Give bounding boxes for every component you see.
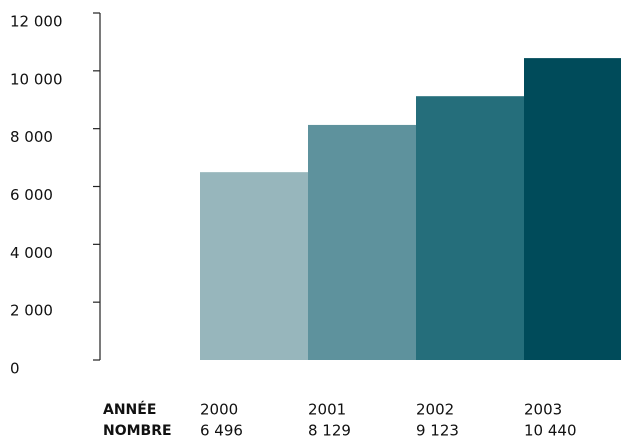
category-label: 2001 xyxy=(308,401,346,419)
bar xyxy=(308,124,416,360)
y-tick-label: 12 000 xyxy=(10,13,63,31)
bar xyxy=(200,172,308,360)
y-tick-label: 6 000 xyxy=(10,186,53,204)
y-tick-label: 8 000 xyxy=(10,128,53,146)
value-header: NOMBRE xyxy=(103,423,172,439)
y-tick-label: 4 000 xyxy=(10,244,53,262)
value-label: 9 123 xyxy=(416,422,459,440)
bar xyxy=(416,96,524,361)
bar xyxy=(524,58,621,361)
value-label: 10 440 xyxy=(524,422,577,440)
category-header: ANNÉE xyxy=(103,401,156,418)
value-label: 8 129 xyxy=(308,422,351,440)
category-label: 2002 xyxy=(416,401,454,419)
category-label: 2000 xyxy=(200,401,238,419)
value-label: 6 496 xyxy=(200,422,243,440)
y-tick-label: 0 xyxy=(10,360,20,378)
category-label: 2003 xyxy=(524,401,562,419)
y-tick-label: 2 000 xyxy=(10,302,53,320)
y-tick-label: 10 000 xyxy=(10,70,63,88)
